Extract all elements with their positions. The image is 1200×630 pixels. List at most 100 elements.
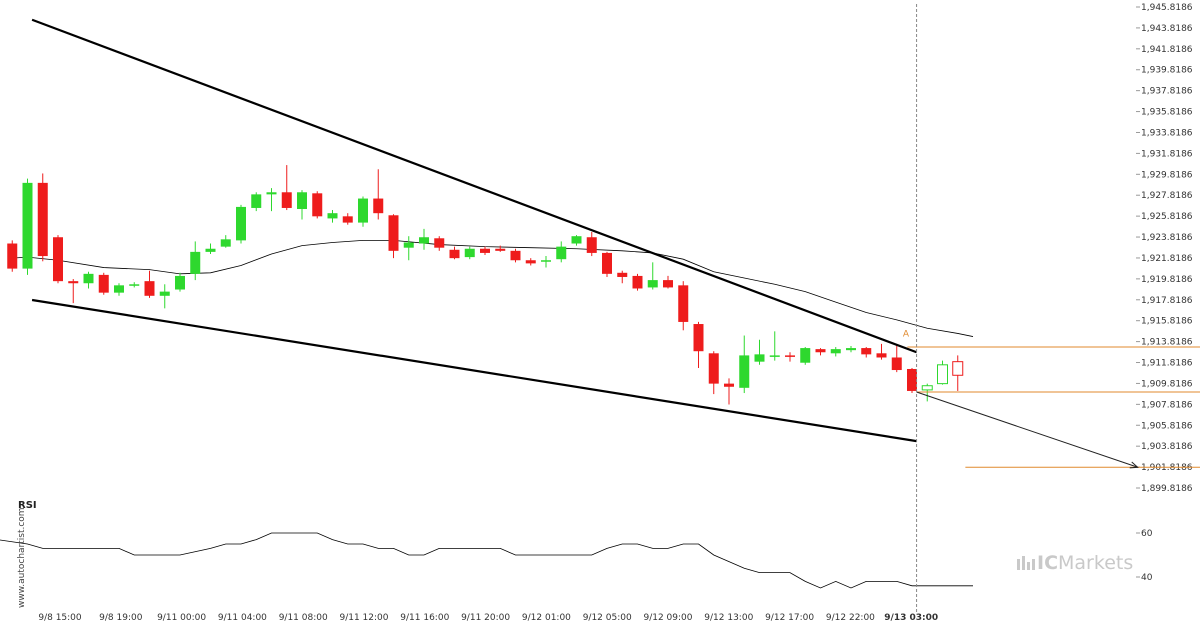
candle-body — [205, 248, 216, 252]
candle-body — [769, 355, 780, 357]
candle-body — [53, 237, 63, 282]
candle-body — [175, 275, 185, 290]
time-tick-label: 9/11 20:00 — [461, 613, 510, 623]
time-tick-label: 9/11 04:00 — [218, 613, 267, 623]
candle-body — [22, 182, 33, 269]
candle-body — [37, 182, 48, 257]
candle-body — [663, 280, 673, 288]
time-tick-label: 9/12 17:00 — [765, 613, 814, 623]
price-tick-label: 1,899.8186 — [1141, 484, 1193, 494]
price-tick-label: 1,915.8186 — [1141, 317, 1193, 327]
candle-body — [251, 194, 262, 208]
moving-average-line — [12, 239, 974, 337]
price-tick-label: 1,913.8186 — [1141, 338, 1193, 348]
candle-body — [449, 249, 460, 259]
logo-bars-icon — [1017, 556, 1035, 570]
price-tick-label: 1,935.8186 — [1141, 108, 1193, 118]
candle-body — [266, 192, 277, 195]
candle-body — [617, 272, 628, 277]
candle-body — [403, 242, 414, 248]
candle-body — [891, 357, 902, 371]
candle-body — [693, 324, 704, 352]
candle-body — [114, 285, 124, 293]
candle-body — [464, 248, 475, 258]
upper-trendline — [31, 18, 917, 354]
candle-body — [525, 260, 536, 264]
candle-body — [785, 355, 795, 357]
moving-average-layer — [12, 239, 974, 337]
price-tick-label: 1,903.8186 — [1141, 442, 1193, 452]
candle-body — [724, 383, 734, 387]
candle-body — [541, 260, 551, 262]
price-tick-label: 1,923.8186 — [1141, 233, 1193, 243]
candle-body — [495, 248, 506, 251]
price-tick-label: 1,931.8186 — [1141, 149, 1193, 159]
time-tick-label: 9/8 19:00 — [99, 613, 143, 623]
candle-body — [586, 237, 597, 253]
time-axis: 9/8 15:00 9/8 19:00 9/11 00:00 9/11 04:00 9/… — [38, 4, 938, 623]
time-tick-label: 9/11 12:00 — [339, 613, 388, 623]
time-tick-label: 9/8 15:00 — [38, 613, 82, 623]
time-tick-label: 9/11 08:00 — [279, 613, 328, 623]
candle-body — [388, 215, 399, 251]
candle-body — [236, 206, 246, 241]
candle-body — [144, 281, 155, 296]
candle-body — [800, 348, 811, 363]
price-tick-label: 1,939.8186 — [1141, 66, 1193, 76]
price-tick-label: 1,909.8186 — [1141, 379, 1193, 389]
candle-body — [434, 238, 445, 248]
brand-text: ICMarkets — [1037, 552, 1133, 574]
candle-body — [297, 192, 307, 210]
candle-body — [815, 349, 826, 353]
rsi-label: RSI — [18, 500, 37, 511]
candlestick-layer — [7, 165, 964, 405]
candle-body — [480, 248, 490, 253]
candle-body — [846, 348, 856, 351]
candle-body — [830, 349, 841, 354]
autochartist-watermark: www.autochartist.com — [17, 507, 27, 608]
candle-body — [358, 198, 368, 223]
time-tick-label: 9/12 13:00 — [704, 613, 753, 623]
candle-body — [312, 193, 323, 217]
price-tick-label: 1,943.8186 — [1141, 24, 1193, 34]
candle-body — [647, 280, 658, 288]
candle-body — [342, 216, 353, 223]
time-tick-label: 9/12 05:00 — [583, 613, 632, 623]
candle-body — [754, 354, 765, 362]
pattern-marker-label: A — [903, 330, 910, 340]
candle-body — [678, 285, 689, 322]
price-tick-label: 1,921.8186 — [1141, 254, 1193, 264]
candle-body — [556, 246, 567, 260]
candle-body — [602, 252, 612, 274]
candle-body — [739, 355, 750, 388]
price-tick-label: 1,927.8186 — [1141, 191, 1193, 201]
candle-body — [373, 198, 384, 214]
time-tick-label: 9/12 01:00 — [522, 613, 571, 623]
price-tick-label: 1,917.8186 — [1141, 296, 1193, 306]
price-axis: 1,945.8186 1,943.8186 1,941.8186 1,939.8186… — [1136, 3, 1193, 494]
candle-body — [510, 250, 521, 261]
rsi-tick-label: 40 — [1141, 573, 1153, 583]
time-tick-label: 9/11 00:00 — [157, 613, 206, 623]
candle-body — [861, 348, 872, 355]
price-tick-label: 1,901.8186 — [1141, 463, 1193, 473]
price-tick-label: 1,929.8186 — [1141, 170, 1193, 180]
candle-body — [190, 251, 201, 274]
icmarkets-logo: ICMarkets — [1017, 552, 1133, 574]
candle-body — [952, 361, 964, 376]
candle-body — [68, 281, 79, 284]
projection-arrow-head-icon — [1129, 461, 1139, 469]
price-tick-label: 1,925.8186 — [1141, 212, 1193, 222]
price-tick-label: 1,905.8186 — [1141, 421, 1193, 431]
candle-body — [907, 368, 917, 391]
rsi-tick-label: 60 — [1141, 529, 1153, 539]
time-tick-label: 9/13 03:00 — [884, 613, 938, 623]
price-tick-label: 1,907.8186 — [1141, 400, 1193, 410]
candle-body — [129, 284, 140, 286]
projection-arrow-line — [916, 391, 1138, 468]
candle-body — [937, 364, 948, 385]
candle-body — [876, 353, 887, 358]
price-tick-label: 1,911.8186 — [1141, 359, 1193, 369]
time-tick-label: 9/12 22:00 — [826, 613, 875, 623]
